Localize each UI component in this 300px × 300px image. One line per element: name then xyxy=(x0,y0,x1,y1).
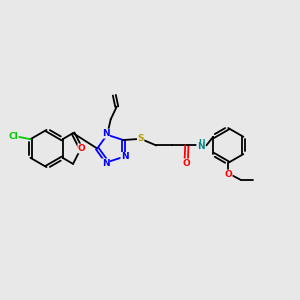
Text: N: N xyxy=(197,142,205,152)
Text: O: O xyxy=(182,159,190,168)
Text: O: O xyxy=(224,170,232,179)
Text: H: H xyxy=(199,139,205,148)
Text: N: N xyxy=(121,152,129,161)
Text: O: O xyxy=(78,144,86,153)
Text: N: N xyxy=(102,129,110,138)
Text: N: N xyxy=(102,159,110,168)
Text: S: S xyxy=(137,134,144,143)
Text: Cl: Cl xyxy=(8,132,18,141)
